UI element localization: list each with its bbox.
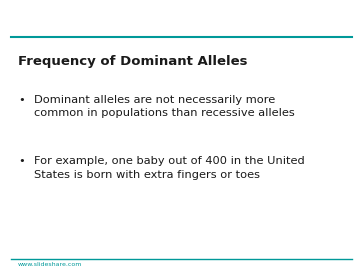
Text: Dominant alleles are not necessarily more
common in populations than recessive a: Dominant alleles are not necessarily mor…	[34, 95, 295, 118]
Text: •: •	[18, 95, 25, 104]
Text: •: •	[18, 156, 25, 166]
Text: For example, one baby out of 400 in the United
States is born with extra fingers: For example, one baby out of 400 in the …	[34, 156, 305, 180]
Text: Frequency of Dominant Alleles: Frequency of Dominant Alleles	[18, 55, 248, 68]
Text: www.slideshare.com: www.slideshare.com	[18, 262, 82, 267]
